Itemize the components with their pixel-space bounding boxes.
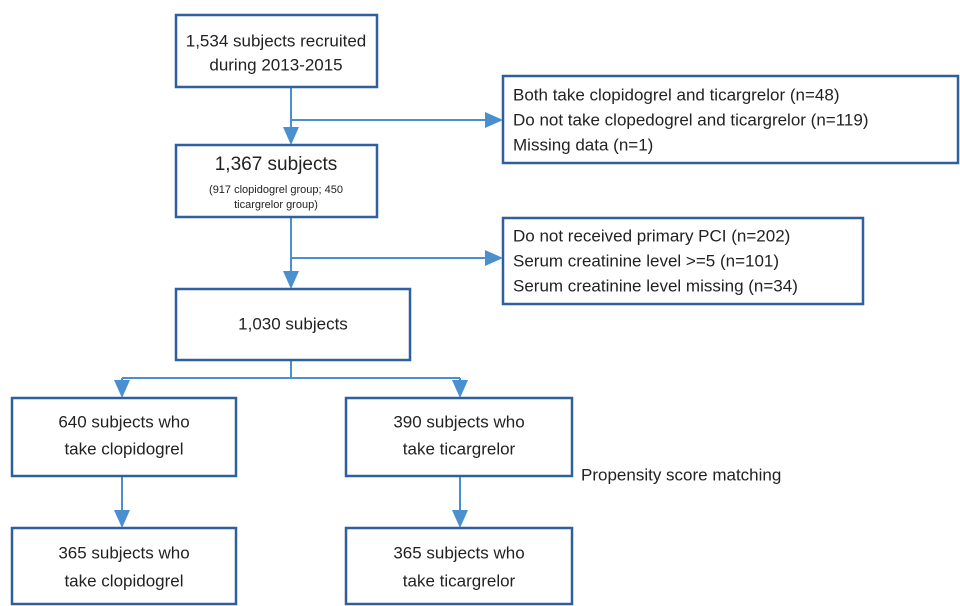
node-text: 365 subjects who [58,543,189,562]
node-text: take clopidogrel [64,571,183,590]
exclusion-box [501,74,960,165]
node-text: during 2013-2015 [209,55,342,74]
node-text: 1,030 subjects [238,314,348,333]
connector [122,360,460,379]
node-text: Both take clopidogrel and ticargrelor (n… [513,85,840,104]
box [10,526,238,606]
node-text: 1,367 subjects [215,154,338,175]
node-text: Serum creatinine level missing (n=34) [513,276,798,295]
connectors [114,87,503,528]
node-text: take ticargrelor [403,571,516,590]
node-text: 365 subjects who [393,543,524,562]
node-text: Missing data (n=1) [513,135,653,154]
box [174,143,379,219]
exclusion-box [501,216,865,306]
box [10,396,238,478]
box [174,13,379,89]
node-text: 1,534 subjects recruited [186,31,367,50]
box [344,396,574,478]
node-text: Do not take clopedogrel and ticargrelor … [513,110,868,129]
node-text: 390 subjects who [393,412,524,431]
node-text: take clopidogrel [64,439,183,458]
box [174,287,412,362]
box [344,526,574,606]
annotation: Propensity score matching [581,465,781,484]
node-text: 640 subjects who [58,412,189,431]
node-text: Do not received primary PCI (n=202) [513,226,790,245]
node-text: (917 clopidogrel group; 450 [209,184,343,196]
node-text: take ticargrelor [403,439,516,458]
node-text: ticargrelor group) [234,199,318,211]
node-text: Serum creatinine level >=5 (n=101) [513,251,779,270]
